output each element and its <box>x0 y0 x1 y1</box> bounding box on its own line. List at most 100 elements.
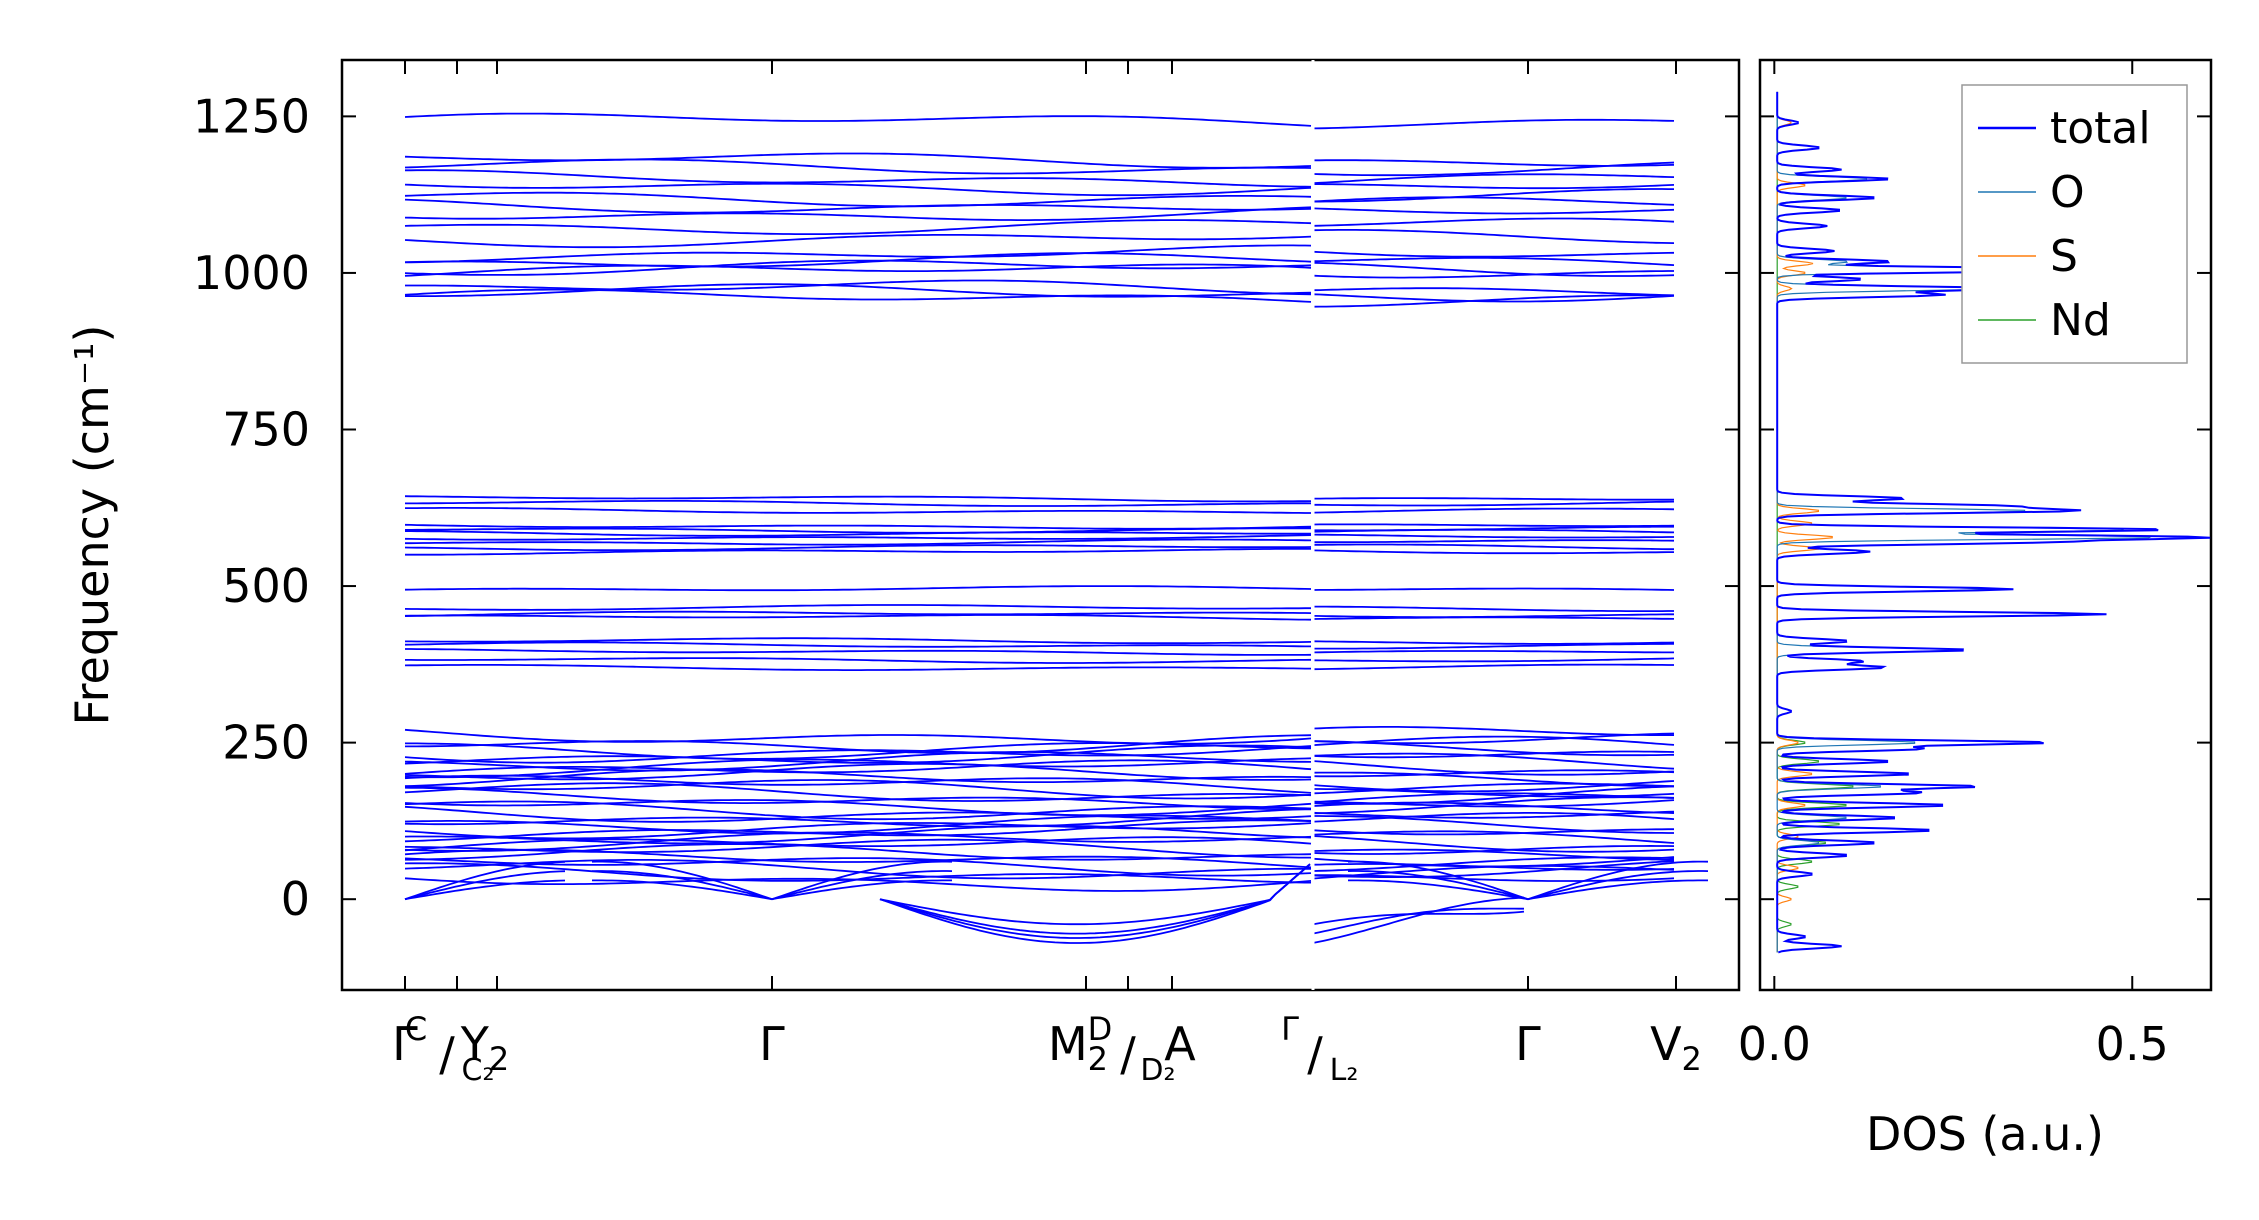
band-line <box>404 182 1312 197</box>
band-line <box>404 495 1312 503</box>
band-line <box>1313 528 1675 534</box>
y-tick-label: 250 <box>222 716 310 770</box>
soft-mode-branch <box>879 863 1311 926</box>
band-line <box>1313 250 1675 258</box>
x-tick-label: 0.5 <box>2096 1017 2169 1071</box>
band-line <box>404 848 1312 869</box>
band-line <box>404 744 1312 765</box>
band-line <box>404 585 1312 592</box>
band-line <box>1313 587 1675 591</box>
kpath-sub-label: C₂ <box>462 1053 495 1088</box>
band-line <box>1313 810 1675 819</box>
kpath-label-l2slash: / <box>1307 1027 1323 1081</box>
band-line <box>1314 643 1674 650</box>
band-line <box>1313 657 1675 663</box>
band-line <box>1313 865 1675 880</box>
band-line <box>1314 815 1674 834</box>
band-line <box>405 742 1312 760</box>
band-line <box>404 759 1312 775</box>
band-line <box>404 610 1312 617</box>
band-line <box>404 799 1312 817</box>
band-line <box>1313 726 1674 736</box>
band-lines <box>404 112 1709 944</box>
band-line <box>404 757 1312 779</box>
kpath-label-d2slash: / <box>1120 1027 1136 1081</box>
band-line <box>404 614 1312 621</box>
band-line <box>1313 293 1675 303</box>
band-line <box>1313 118 1675 130</box>
band-line <box>405 657 1312 664</box>
band-line <box>1313 796 1675 815</box>
acoustic-branch <box>591 860 953 901</box>
acoustic-branch <box>404 861 566 901</box>
kpath-label-subscript: 2 <box>1088 1040 1108 1078</box>
dos-lines <box>1776 91 2211 954</box>
y-tick-label: 1000 <box>193 246 310 300</box>
x-axis-label: DOS (a.u.) <box>1866 1107 2104 1161</box>
band-line <box>404 244 1312 264</box>
band-line <box>1313 257 1675 266</box>
band-line <box>404 198 1312 214</box>
y-axis-label: Frequency (cm⁻¹) <box>65 325 119 726</box>
band-ticks <box>342 60 1739 990</box>
band-line <box>404 808 1312 828</box>
band-line <box>404 814 1312 835</box>
band-line <box>404 259 1312 276</box>
band-line <box>1313 830 1675 844</box>
band-line <box>405 279 1312 296</box>
band-line <box>1313 270 1674 279</box>
soft-mode-branch <box>1313 896 1525 944</box>
legend: total OS Nd <box>1961 84 2188 364</box>
band-line <box>404 191 1312 208</box>
soft-mode-branch <box>879 863 1311 944</box>
band-line <box>1313 752 1675 770</box>
band-line <box>1313 523 1675 527</box>
band-line <box>404 745 1312 764</box>
band-line <box>1313 161 1675 177</box>
band-line <box>404 763 1312 781</box>
kpath-label-gamma4: Γ <box>1515 1017 1541 1071</box>
band-line <box>404 831 1312 852</box>
band-line <box>404 604 1311 611</box>
acoustic-branch <box>1347 860 1709 901</box>
band-line <box>1313 792 1675 804</box>
band-line <box>404 263 1312 277</box>
band-line <box>1313 769 1675 778</box>
band-line <box>404 112 1312 127</box>
y-tick-label: 1250 <box>193 89 310 143</box>
band-line <box>404 774 1312 794</box>
kpath-label-d: D <box>1088 1010 1113 1048</box>
kpath-label-v2: V2 <box>1650 1017 1702 1078</box>
soft-mode-branch <box>879 863 1311 939</box>
x-tick-labels: 0.0 0.5 <box>1738 1017 2169 1071</box>
band-line <box>405 169 1312 188</box>
kpath-label-gamma1: Γ <box>392 1017 418 1071</box>
band-line <box>1313 533 1674 539</box>
y-tick-label: 500 <box>222 559 310 613</box>
kpath-label-subscript: 2 <box>1682 1040 1702 1078</box>
band-line <box>1314 500 1675 507</box>
band-line <box>404 838 1311 859</box>
band-line <box>404 836 1312 852</box>
band-line <box>1313 217 1675 227</box>
band-line <box>404 782 1312 802</box>
kpath-label-c2slash: / <box>439 1027 455 1081</box>
y-tick-label: 750 <box>222 402 310 456</box>
soft-mode-branch <box>1313 907 1524 935</box>
band-line <box>405 507 1311 514</box>
band-line <box>1313 760 1675 776</box>
band-line <box>1313 812 1675 823</box>
dos-plot-frame <box>1758 58 2213 992</box>
dos-panel: 0.0 0.5 DOS (a.u.) total OS Nd <box>1738 58 2213 1161</box>
band-line <box>404 857 1312 877</box>
band-line <box>405 530 1311 537</box>
band-line <box>404 664 1311 671</box>
band-line <box>404 534 1312 541</box>
band-line <box>1313 835 1675 853</box>
legend-label-o: O <box>2050 167 2085 218</box>
dos-ticks <box>1760 60 2211 990</box>
acoustic-branch <box>1347 870 1709 901</box>
y-tick-label: 0 <box>281 872 310 926</box>
